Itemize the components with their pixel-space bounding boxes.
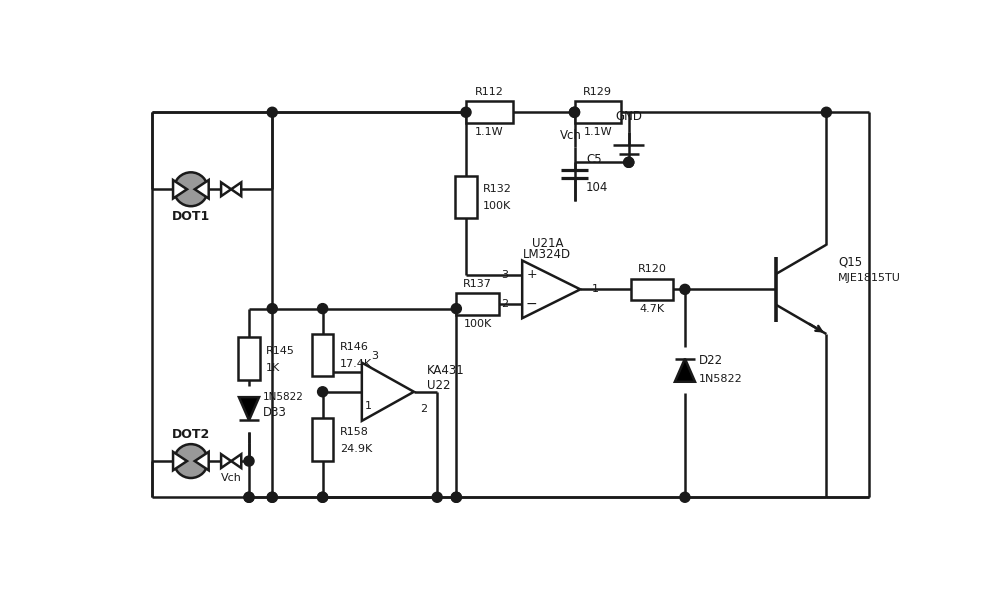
Text: 3: 3 [501,270,508,280]
Text: R145: R145 [266,346,295,356]
Circle shape [461,107,471,117]
Text: 1.1W: 1.1W [475,127,504,137]
Circle shape [569,107,580,117]
Circle shape [318,492,328,502]
Text: 24.9K: 24.9K [340,444,372,454]
Text: MJE1815TU: MJE1815TU [838,273,901,283]
Text: DOT1: DOT1 [172,210,210,223]
Text: −: − [526,297,537,311]
Polygon shape [173,452,187,470]
Circle shape [432,492,442,502]
Text: DOT2: DOT2 [172,428,210,441]
Text: 1: 1 [592,284,599,294]
Text: R146: R146 [340,342,369,352]
Circle shape [451,303,461,313]
Circle shape [451,492,461,502]
Circle shape [318,492,328,502]
Polygon shape [221,183,231,196]
Bar [312,418,333,461]
Circle shape [318,303,328,313]
Text: KA431: KA431 [427,364,465,377]
Text: R137: R137 [463,279,492,289]
Text: 104: 104 [586,181,608,194]
Polygon shape [239,397,259,421]
Text: 1N5822: 1N5822 [263,392,304,402]
Text: 1K: 1K [266,363,280,373]
Text: R158: R158 [340,427,369,437]
Polygon shape [173,180,187,198]
Text: 100K: 100K [483,201,511,211]
Polygon shape [231,183,241,196]
Circle shape [680,284,690,294]
Bar [466,101,512,123]
Text: D33: D33 [263,406,287,419]
Text: 17.4K: 17.4K [340,359,372,369]
Text: R132: R132 [483,184,512,194]
Bar [456,293,499,315]
Polygon shape [362,363,414,421]
Bar [574,101,621,123]
Bar [312,333,333,376]
Text: C5: C5 [586,154,602,167]
Polygon shape [195,452,209,470]
Polygon shape [675,359,695,382]
Text: GND: GND [615,110,642,123]
Text: 3: 3 [371,351,378,361]
Text: +: + [526,269,537,282]
Circle shape [624,157,634,167]
Circle shape [680,492,690,502]
Bar [238,337,260,380]
Text: U22: U22 [427,379,451,392]
Text: 2: 2 [501,299,508,309]
Circle shape [244,492,254,502]
Bar [631,279,673,300]
Bar [455,176,477,218]
Circle shape [174,444,208,478]
Text: 1.1W: 1.1W [583,127,612,137]
Circle shape [267,492,277,502]
Text: 100K: 100K [464,319,492,329]
Text: 1N5822: 1N5822 [699,375,743,385]
Text: 2: 2 [420,403,427,413]
Text: Vch: Vch [560,129,582,142]
Circle shape [244,456,254,466]
Circle shape [821,107,831,117]
Text: D22: D22 [699,355,723,368]
Text: LM324D: LM324D [523,248,571,261]
Text: Vch: Vch [221,473,242,483]
Circle shape [318,387,328,397]
Circle shape [174,173,208,206]
Circle shape [267,107,277,117]
Text: U21A: U21A [532,237,563,250]
Circle shape [624,157,634,167]
Text: 1: 1 [365,401,372,411]
Polygon shape [195,180,209,198]
Text: 4.7K: 4.7K [639,305,665,315]
Polygon shape [522,260,580,318]
Text: R112: R112 [475,87,504,97]
Circle shape [569,107,580,117]
Text: R129: R129 [583,87,612,97]
Text: Q15: Q15 [838,256,862,269]
Polygon shape [231,454,241,468]
Circle shape [244,492,254,502]
Circle shape [267,492,277,502]
Polygon shape [221,454,231,468]
Circle shape [267,303,277,313]
Circle shape [451,492,461,502]
Text: R120: R120 [638,264,666,274]
